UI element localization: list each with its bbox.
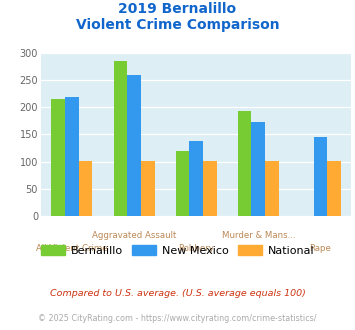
- Text: Violent Crime Comparison: Violent Crime Comparison: [76, 18, 279, 32]
- Bar: [141, 161, 154, 216]
- Bar: [265, 161, 279, 216]
- Bar: [189, 141, 203, 216]
- Text: Rape: Rape: [310, 244, 331, 253]
- Text: 2019 Bernalillo: 2019 Bernalillo: [119, 2, 236, 16]
- Bar: [79, 161, 92, 216]
- Text: All Violent Crime: All Violent Crime: [36, 244, 108, 253]
- Text: Aggravated Assault: Aggravated Assault: [92, 231, 176, 240]
- Text: © 2025 CityRating.com - https://www.cityrating.com/crime-statistics/: © 2025 CityRating.com - https://www.city…: [38, 314, 317, 323]
- Legend: Bernalillo, New Mexico, National: Bernalillo, New Mexico, National: [37, 240, 318, 260]
- Text: Murder & Mans...: Murder & Mans...: [222, 231, 295, 240]
- Bar: [327, 161, 341, 216]
- Bar: [251, 122, 265, 216]
- Bar: [313, 137, 327, 216]
- Bar: [238, 111, 251, 216]
- Bar: [176, 151, 189, 216]
- Bar: [65, 97, 79, 216]
- Bar: [127, 75, 141, 216]
- Text: Compared to U.S. average. (U.S. average equals 100): Compared to U.S. average. (U.S. average …: [50, 289, 305, 298]
- Bar: [203, 161, 217, 216]
- Bar: [51, 99, 65, 216]
- Text: Robbery: Robbery: [178, 244, 214, 253]
- Bar: [114, 61, 127, 216]
